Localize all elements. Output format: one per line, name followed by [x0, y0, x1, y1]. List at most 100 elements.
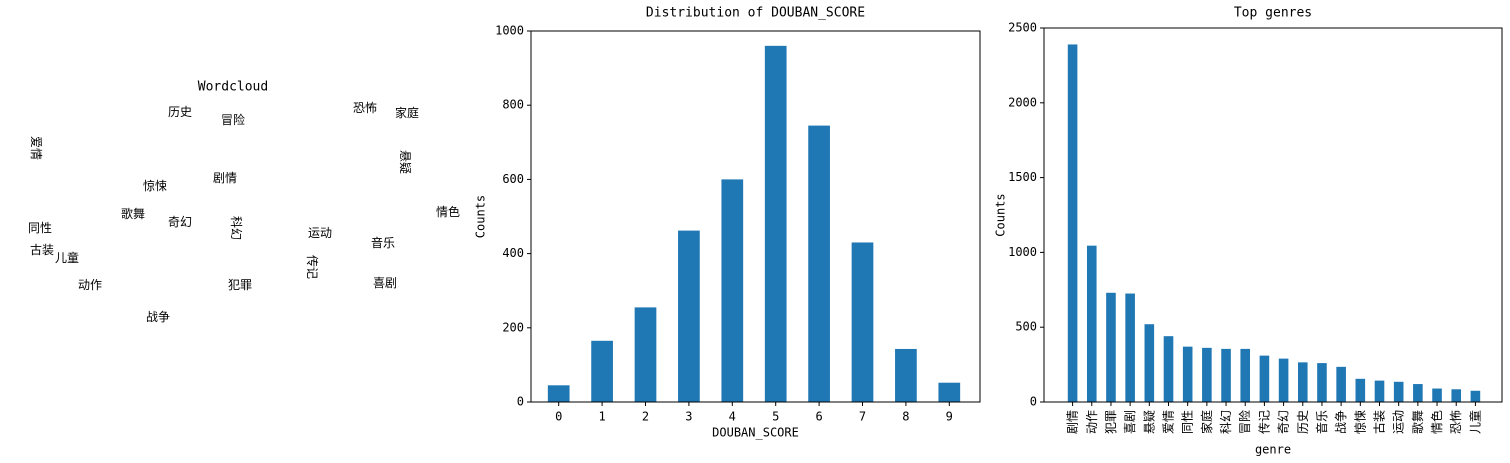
word: 剧情 — [213, 171, 237, 185]
y-axis-label: Counts — [474, 195, 488, 238]
bar — [1374, 380, 1385, 402]
bar — [764, 45, 787, 403]
word: 惊悚 — [143, 178, 167, 193]
x-tick-label: 传记 — [1256, 410, 1271, 434]
x-tick-label: 爱情 — [1162, 410, 1176, 434]
bar — [1182, 346, 1193, 402]
chart-title: Wordcloud — [198, 80, 268, 95]
x-tick-label: 战争 — [1334, 410, 1348, 434]
word: 恐怖 — [353, 100, 377, 115]
x-axis-label: genre — [1255, 443, 1291, 457]
x-tick-label: 音乐 — [1314, 410, 1329, 434]
bar — [851, 242, 874, 402]
x-tick-label: 剧情 — [1066, 410, 1080, 434]
x-tick-label: 同性 — [1181, 410, 1195, 434]
word: 犯罪 — [228, 278, 252, 292]
y-tick-label: 600 — [502, 172, 524, 186]
bar — [1451, 389, 1462, 402]
y-tick-label: 2500 — [1008, 21, 1037, 35]
x-tick-label: 动作 — [1085, 410, 1099, 434]
word: 冒险 — [221, 112, 245, 127]
x-tick-label: 6 — [815, 410, 822, 424]
word: 传记 — [305, 255, 320, 279]
bar — [1393, 381, 1404, 402]
y-tick-label: 800 — [502, 98, 524, 112]
word: 喜剧 — [373, 276, 397, 290]
x-tick-label: 恐怖 — [1448, 410, 1463, 434]
word: 情色 — [436, 205, 460, 219]
bar — [938, 382, 961, 402]
y-tick-label: 1000 — [495, 24, 524, 38]
x-tick-label: 儿童 — [1467, 410, 1482, 434]
word: 古装 — [30, 242, 54, 257]
x-tick-label: 科幻 — [1219, 410, 1233, 434]
bar — [1240, 348, 1251, 402]
axes-frame — [1043, 27, 1503, 403]
word: 音乐 — [371, 235, 395, 250]
bar — [1278, 358, 1289, 402]
bar — [1297, 362, 1308, 402]
x-tick-label: 8 — [902, 410, 909, 424]
x-tick-label: 运动 — [1392, 410, 1406, 434]
x-tick-label: 历史 — [1296, 410, 1310, 434]
x-tick-label: 古装 — [1372, 410, 1387, 434]
bar — [1125, 293, 1135, 402]
word: 同性 — [28, 221, 52, 235]
word: 运动 — [308, 226, 332, 240]
y-tick-label: 500 — [1015, 320, 1037, 334]
word: 战争 — [146, 310, 170, 324]
bar — [808, 125, 830, 402]
chart-title: Top genres — [1234, 6, 1312, 21]
bar — [1470, 390, 1481, 402]
x-tick-label: 5 — [772, 410, 779, 424]
y-tick-label: 400 — [502, 246, 524, 260]
word: 歌舞 — [121, 206, 145, 221]
x-tick-label: 歌舞 — [1410, 410, 1425, 434]
x-tick-label: 9 — [946, 410, 953, 424]
x-tick-label: 喜剧 — [1123, 410, 1137, 434]
bar — [634, 307, 657, 402]
y-tick-label: 0 — [1030, 395, 1037, 409]
bar — [1067, 44, 1078, 403]
axes-frame — [530, 30, 981, 403]
word: 家庭 — [395, 105, 419, 120]
word: 历史 — [168, 105, 192, 119]
bar — [1432, 388, 1442, 402]
x-axis-label: DOUBAN_SCORE — [712, 426, 799, 440]
x-tick-label: 犯罪 — [1104, 410, 1118, 434]
x-tick-label: 2 — [642, 410, 649, 424]
x-tick-label: 奇幻 — [1277, 410, 1291, 434]
bar — [1317, 363, 1327, 402]
bar — [1336, 366, 1346, 402]
x-tick-label: 情色 — [1430, 410, 1444, 434]
bar — [678, 230, 700, 402]
bar — [1202, 347, 1212, 402]
x-tick-label: 7 — [859, 410, 866, 424]
word: 奇幻 — [168, 215, 192, 229]
word: 爱情 — [29, 136, 43, 160]
x-tick-label: 3 — [685, 410, 692, 424]
y-tick-label: 0 — [517, 395, 524, 409]
x-tick-label: 悬疑 — [1141, 410, 1156, 434]
x-tick-label: 4 — [729, 410, 736, 424]
bar — [1144, 324, 1155, 402]
word: 儿童 — [55, 250, 79, 265]
bar — [895, 348, 917, 402]
bar — [1221, 348, 1231, 402]
word: 科幻 — [229, 216, 243, 240]
bar — [591, 340, 613, 402]
word: 动作 — [78, 278, 102, 292]
x-tick-label: 0 — [555, 410, 562, 424]
bar — [1106, 292, 1116, 402]
bar — [1259, 355, 1270, 402]
y-tick-label: 1500 — [1008, 170, 1037, 184]
y-tick-label: 200 — [502, 320, 524, 334]
word: 悬疑 — [398, 150, 413, 174]
bar — [547, 385, 570, 402]
bar — [1086, 245, 1097, 402]
y-tick-label: 1000 — [1008, 245, 1037, 259]
chart-title: Distribution of DOUBAN_SCORE — [646, 6, 865, 21]
y-axis-label: Counts — [994, 193, 1008, 236]
x-tick-label: 惊悚 — [1352, 410, 1367, 434]
